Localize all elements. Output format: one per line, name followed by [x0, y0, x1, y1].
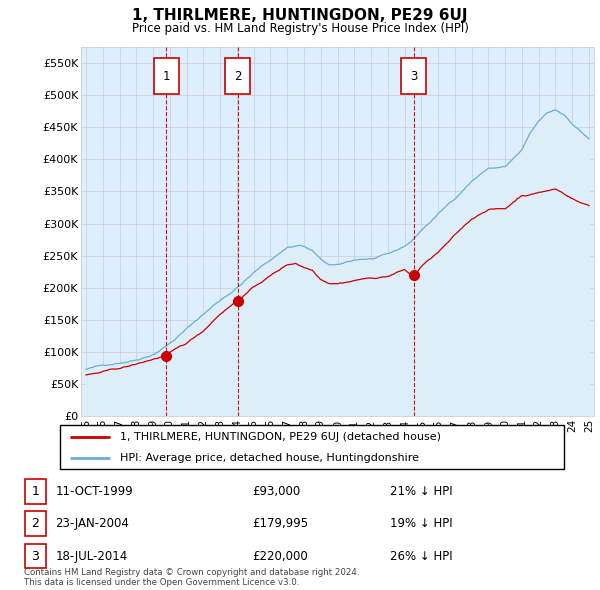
Text: 1, THIRLMERE, HUNTINGDON, PE29 6UJ: 1, THIRLMERE, HUNTINGDON, PE29 6UJ [132, 8, 468, 23]
Text: 23-JAN-2004: 23-JAN-2004 [55, 517, 129, 530]
Text: Price paid vs. HM Land Registry's House Price Index (HPI): Price paid vs. HM Land Registry's House … [131, 22, 469, 35]
FancyBboxPatch shape [226, 58, 250, 94]
Text: £220,000: £220,000 [252, 549, 308, 563]
FancyBboxPatch shape [154, 58, 179, 94]
FancyBboxPatch shape [25, 478, 46, 504]
Text: £93,000: £93,000 [252, 484, 300, 498]
Text: 18-JUL-2014: 18-JUL-2014 [55, 549, 127, 563]
Text: 2: 2 [234, 70, 242, 83]
Text: 11-OCT-1999: 11-OCT-1999 [55, 484, 133, 498]
Text: 2: 2 [31, 517, 40, 530]
FancyBboxPatch shape [25, 511, 46, 536]
Text: 19% ↓ HPI: 19% ↓ HPI [390, 517, 452, 530]
FancyBboxPatch shape [401, 58, 426, 94]
Text: 1: 1 [31, 484, 40, 498]
Text: Contains HM Land Registry data © Crown copyright and database right 2024.
This d: Contains HM Land Registry data © Crown c… [24, 568, 359, 587]
Text: 1: 1 [163, 70, 170, 83]
FancyBboxPatch shape [60, 425, 564, 469]
Text: HPI: Average price, detached house, Huntingdonshire: HPI: Average price, detached house, Hunt… [121, 453, 419, 463]
Text: 1, THIRLMERE, HUNTINGDON, PE29 6UJ (detached house): 1, THIRLMERE, HUNTINGDON, PE29 6UJ (deta… [121, 432, 442, 442]
Text: 3: 3 [31, 549, 40, 563]
Text: 21% ↓ HPI: 21% ↓ HPI [390, 484, 452, 498]
Text: 3: 3 [410, 70, 417, 83]
Text: 26% ↓ HPI: 26% ↓ HPI [390, 549, 452, 563]
FancyBboxPatch shape [25, 543, 46, 569]
Text: £179,995: £179,995 [252, 517, 308, 530]
